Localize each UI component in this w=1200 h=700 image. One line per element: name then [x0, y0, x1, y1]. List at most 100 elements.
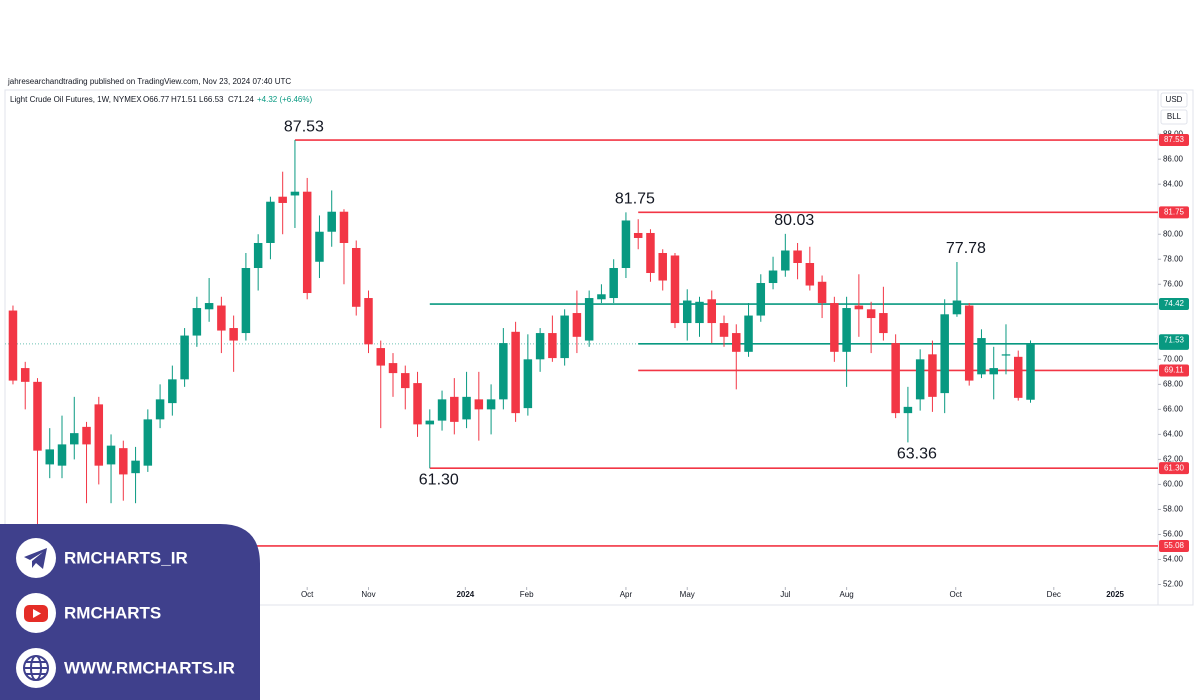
telegram-plane [24, 548, 47, 569]
candle-body [266, 201, 275, 243]
youtube-handle: RMCHARTS [64, 603, 161, 622]
price-badge-label: 55.08 [1164, 541, 1185, 550]
x-tick-label: Nov [361, 590, 375, 599]
candle-body [180, 335, 189, 380]
x-tick-label: May [680, 590, 695, 599]
candle-body [229, 328, 238, 341]
candle-body [462, 396, 471, 420]
candle-body [94, 404, 104, 466]
candle-body [535, 333, 545, 360]
chart-frame [4, 89, 1194, 606]
unit-box[interactable] [1160, 109, 1188, 125]
x-tick-label: 2024 [456, 590, 474, 599]
unit: BLL [1167, 112, 1182, 121]
candle-body [388, 363, 398, 374]
candle-body [744, 315, 753, 352]
candle-body [351, 247, 361, 307]
candle-body [315, 231, 324, 262]
candle-body [646, 232, 655, 274]
telegram-handle: RMCHARTS_IR [64, 548, 188, 567]
candle-body [805, 263, 815, 286]
candle-body [1026, 343, 1035, 400]
y-tick-label: 62.00 [1163, 455, 1184, 464]
price-badge [1159, 334, 1189, 347]
candle-body [597, 294, 606, 300]
candle-body [891, 343, 900, 414]
candle-body [499, 343, 508, 400]
candle-body [670, 255, 680, 324]
price-badge-label: 69.11 [1164, 366, 1184, 375]
candle-body [253, 242, 263, 269]
candle-body [842, 308, 851, 352]
price-badge [1159, 539, 1189, 552]
candle-body [437, 399, 447, 421]
candle-body [376, 348, 386, 366]
plot: 52.00 54.00 56.00 58.00 60.00 62.00 64.00 66.00… [5, 118, 1189, 599]
price-badge [1159, 206, 1189, 219]
candle-body [940, 314, 949, 394]
candle-body [793, 250, 802, 264]
x-tick-label: Dec [1047, 590, 1061, 599]
open-value: O66.77 [143, 95, 170, 104]
y-tick-label: 78.00 [1163, 254, 1184, 263]
candle-body [70, 433, 79, 445]
currency: USD [1166, 95, 1183, 104]
candle-body [732, 333, 741, 352]
candle-body [192, 308, 202, 336]
candle-body [952, 300, 962, 315]
candle-body [486, 399, 496, 410]
price-badge [1159, 134, 1189, 147]
price-badge [1159, 364, 1189, 377]
candle-body [915, 359, 925, 400]
price-annotation: 61.30 [419, 471, 459, 488]
candle-body [621, 220, 631, 269]
candle-body [548, 333, 557, 359]
candle-body [33, 381, 42, 451]
candle-body [707, 299, 717, 324]
x-tick-label: Jul [780, 590, 790, 599]
watermark-panel [0, 524, 260, 700]
candle-body [511, 331, 520, 414]
x-tick-label: Apr [620, 590, 633, 599]
x-tick-label: Oct [949, 590, 962, 599]
price-badge-label: 87.53 [1164, 135, 1185, 144]
candle-body [401, 373, 410, 389]
candle-body [413, 383, 422, 425]
globe [23, 655, 49, 681]
y-tick-label: 88.00 [1163, 129, 1184, 138]
price-annotation: 87.53 [284, 118, 324, 135]
candle-body [781, 250, 790, 271]
y-tick-label: 70.00 [1163, 354, 1184, 363]
candle-body [364, 298, 373, 345]
y-tick-label: 84.00 [1163, 179, 1184, 188]
y-tick-label: 56.00 [1163, 530, 1184, 539]
candle-body [768, 270, 778, 284]
price-badge-label: 74.42 [1164, 299, 1185, 308]
change: +4.32 (+6.46%) [257, 95, 312, 104]
publisher: jahresearchandtrading published on Tradi… [7, 77, 291, 86]
candle-body [155, 399, 165, 420]
price-badge [1159, 462, 1189, 475]
currency-box[interactable] [1160, 92, 1188, 108]
candle-body [168, 379, 177, 404]
candle-body [302, 191, 312, 294]
candle-body [964, 305, 974, 381]
price-annotation: 63.36 [897, 446, 937, 463]
candle-body [854, 305, 864, 310]
candle-body [82, 426, 91, 445]
candle-body [817, 281, 827, 304]
candle-body [217, 305, 226, 331]
candle-body [866, 309, 876, 319]
candle-body [977, 338, 986, 375]
price-badge-label: 61.30 [1164, 463, 1185, 472]
candle-body [658, 252, 667, 281]
y-tick-label: 80.00 [1163, 229, 1184, 238]
candle-body [572, 313, 582, 337]
candle-body [8, 310, 18, 381]
candle-body [633, 232, 643, 238]
candle-body [695, 301, 704, 324]
y-tick-label: 86.00 [1163, 154, 1184, 163]
price-annotation: 77.78 [946, 240, 986, 257]
candle-body [204, 303, 214, 310]
